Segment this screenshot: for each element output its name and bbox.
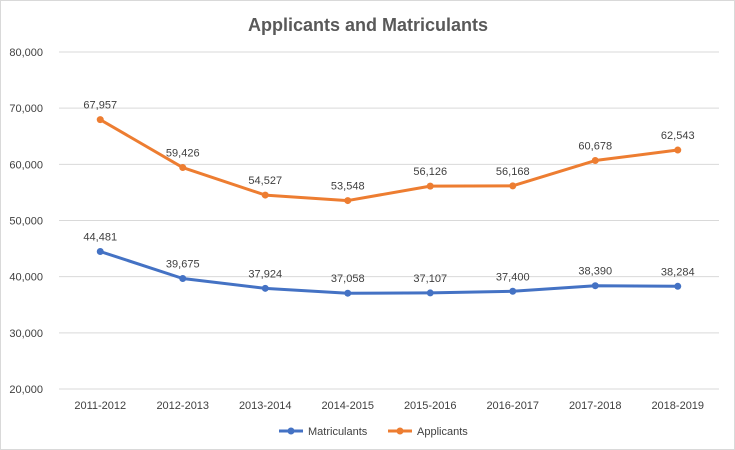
- y-axis-tick-labels: 20,000 30,000 40,000 50,000 60,000 70,000 80,0…: [9, 47, 43, 396]
- legend-item: Applicants: [388, 426, 468, 438]
- data-point: [96, 116, 104, 124]
- data-label: 39,675: [166, 258, 200, 270]
- data-point: [344, 289, 352, 297]
- x-tick-label: 2016-2017: [486, 400, 539, 412]
- x-tick-label: 2018-2019: [651, 400, 704, 412]
- x-tick-label: 2014-2015: [321, 400, 374, 412]
- data-point: [261, 191, 269, 199]
- x-tick-label: 2013-2014: [239, 400, 292, 412]
- series-group: 44,481 39,675 37,924 37,058 37,107 37,400 38,3…: [83, 100, 695, 297]
- x-axis-tick-labels: 2011-2012 2012-2013 2013-2014 2014-2015 2015…: [74, 400, 704, 412]
- x-tick-label: 2011-2012: [74, 400, 126, 412]
- data-point: [344, 197, 352, 205]
- data-label: 54,527: [248, 175, 282, 187]
- legend-label: Applicants: [417, 426, 468, 438]
- legend-marker: [287, 427, 295, 435]
- data-label: 37,924: [248, 268, 282, 280]
- data-label: 60,678: [578, 141, 612, 153]
- x-tick-label: 2012-2013: [156, 400, 209, 412]
- data-label: 38,284: [661, 266, 695, 278]
- x-tick-label: 2015-2016: [404, 400, 457, 412]
- data-label: 56,126: [413, 166, 447, 178]
- data-label: 37,107: [413, 273, 447, 285]
- gridlines: [59, 51, 719, 390]
- data-label: 56,168: [496, 166, 530, 178]
- legend-marker: [396, 427, 404, 435]
- data-point: [591, 282, 599, 290]
- y-tick-label: 50,000: [9, 216, 43, 228]
- data-point: [179, 274, 187, 282]
- y-tick-label: 30,000: [9, 328, 43, 340]
- series-matriculants: 44,481 39,675 37,924 37,058 37,107 37,400 38,3…: [83, 231, 695, 297]
- data-point: [426, 289, 434, 297]
- data-label: 44,481: [83, 231, 117, 243]
- x-tick-label: 2017-2018: [569, 400, 622, 412]
- series-applicants: 67,957 59,426 54,527 53,548 56,126 56,168 60,6…: [83, 100, 695, 205]
- legend-label: Matriculants: [308, 426, 368, 438]
- data-point: [509, 287, 517, 295]
- y-tick-label: 80,000: [9, 47, 43, 59]
- data-label: 67,957: [83, 100, 117, 112]
- data-label: 37,400: [496, 271, 530, 283]
- data-point: [674, 146, 682, 154]
- y-tick-label: 70,000: [9, 103, 43, 115]
- series-line: [98, 249, 680, 295]
- data-point: [426, 182, 434, 190]
- series-line: [98, 118, 680, 203]
- data-label: 59,426: [166, 148, 200, 160]
- data-point: [674, 282, 682, 290]
- data-label: 38,390: [578, 266, 612, 278]
- y-tick-label: 40,000: [9, 272, 43, 284]
- y-tick-label: 20,000: [9, 384, 43, 396]
- data-point: [261, 284, 269, 292]
- legend-item: Matriculants: [279, 426, 368, 438]
- legend: Matriculants Applicants: [279, 426, 468, 438]
- y-tick-label: 60,000: [9, 159, 43, 171]
- data-point: [509, 182, 517, 190]
- data-label: 37,058: [331, 273, 365, 285]
- data-label: 53,548: [331, 181, 365, 193]
- data-point: [591, 157, 599, 165]
- data-label: 62,543: [661, 130, 695, 142]
- data-point: [179, 164, 187, 172]
- data-point: [96, 247, 104, 255]
- chart-title: Applicants and Matriculants: [248, 15, 488, 35]
